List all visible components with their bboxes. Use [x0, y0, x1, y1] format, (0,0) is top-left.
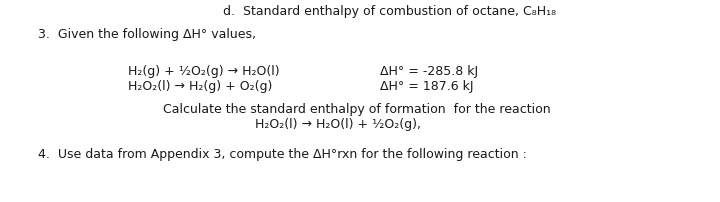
Text: H₂(g) + ½O₂(g) → H₂O(l): H₂(g) + ½O₂(g) → H₂O(l) [128, 65, 279, 78]
Text: 4.  Use data from Appendix 3, compute the ΔH°rxn for the following reaction :: 4. Use data from Appendix 3, compute the… [38, 147, 527, 160]
Text: 3.  Given the following ΔH° values,: 3. Given the following ΔH° values, [38, 28, 256, 41]
Text: Calculate the standard enthalpy of formation  for the reaction: Calculate the standard enthalpy of forma… [163, 102, 551, 115]
Text: d.  Standard enthalpy of combustion of octane, C₈H₁₈: d. Standard enthalpy of combustion of oc… [223, 5, 557, 18]
Text: ΔH° = -285.8 kJ: ΔH° = -285.8 kJ [380, 65, 478, 78]
Text: H₂O₂(l) → H₂O(l) + ½O₂(g),: H₂O₂(l) → H₂O(l) + ½O₂(g), [255, 117, 421, 130]
Text: ΔH° = 187.6 kJ: ΔH° = 187.6 kJ [380, 80, 474, 93]
Text: H₂O₂(l) → H₂(g) + O₂(g): H₂O₂(l) → H₂(g) + O₂(g) [128, 80, 272, 93]
